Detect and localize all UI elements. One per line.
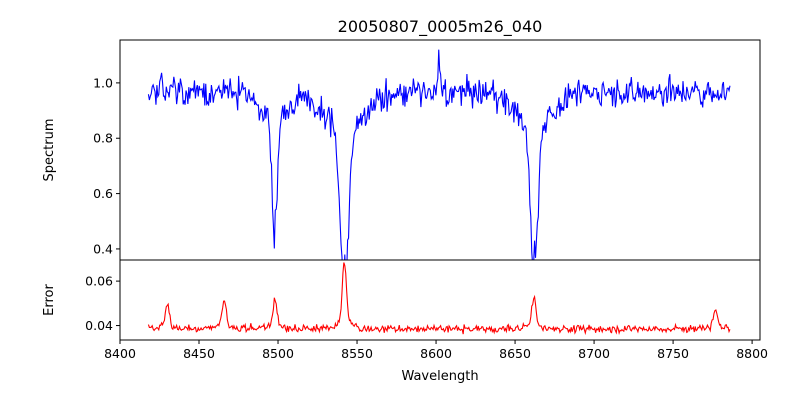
x-tick-label: 8700 [578, 346, 610, 361]
error-y-tick-label: 0.06 [85, 274, 113, 289]
x-tick-label: 8550 [341, 346, 373, 361]
spectrum-y-tick-label: 0.6 [93, 186, 113, 201]
spectrum-line [147, 49, 731, 260]
x-tick-label: 8600 [420, 346, 452, 361]
spectrum-y-axis-label: Spectrum [42, 119, 57, 182]
error-x-ticks: 8400 8450 8500 8550 8600 8650 8700 8750 8800 [104, 340, 768, 361]
x-tick-label: 8450 [183, 346, 215, 361]
x-tick-label: 8800 [736, 346, 768, 361]
x-tick-label: 8750 [657, 346, 689, 361]
chart-title: 20050807_0005m26_040 [338, 17, 543, 37]
error-y-tick-label: 0.04 [85, 318, 113, 333]
x-tick-label: 8400 [104, 346, 136, 361]
error-line [147, 262, 731, 336]
spectrum-y-tick-label: 0.4 [93, 241, 113, 256]
spectrum-series [147, 49, 731, 260]
error-y-axis-label: Error [42, 284, 57, 316]
x-tick-label: 8650 [499, 346, 531, 361]
spectrum-y-ticks: 0.4 0.6 0.8 1.0 [93, 75, 120, 256]
error-series [147, 262, 731, 336]
x-axis-label: Wavelength [401, 369, 478, 384]
error-y-ticks: 0.04 0.06 [85, 274, 120, 333]
error-axes-frame [119, 259, 761, 341]
spectrum-y-tick-label: 1.0 [93, 75, 113, 90]
x-tick-label: 8500 [262, 346, 294, 361]
error-panel: 0.04 0.06 8400 8450 8500 8550 8600 8650 8700 875… [42, 259, 768, 384]
spectrum-y-tick-label: 0.8 [93, 131, 113, 146]
